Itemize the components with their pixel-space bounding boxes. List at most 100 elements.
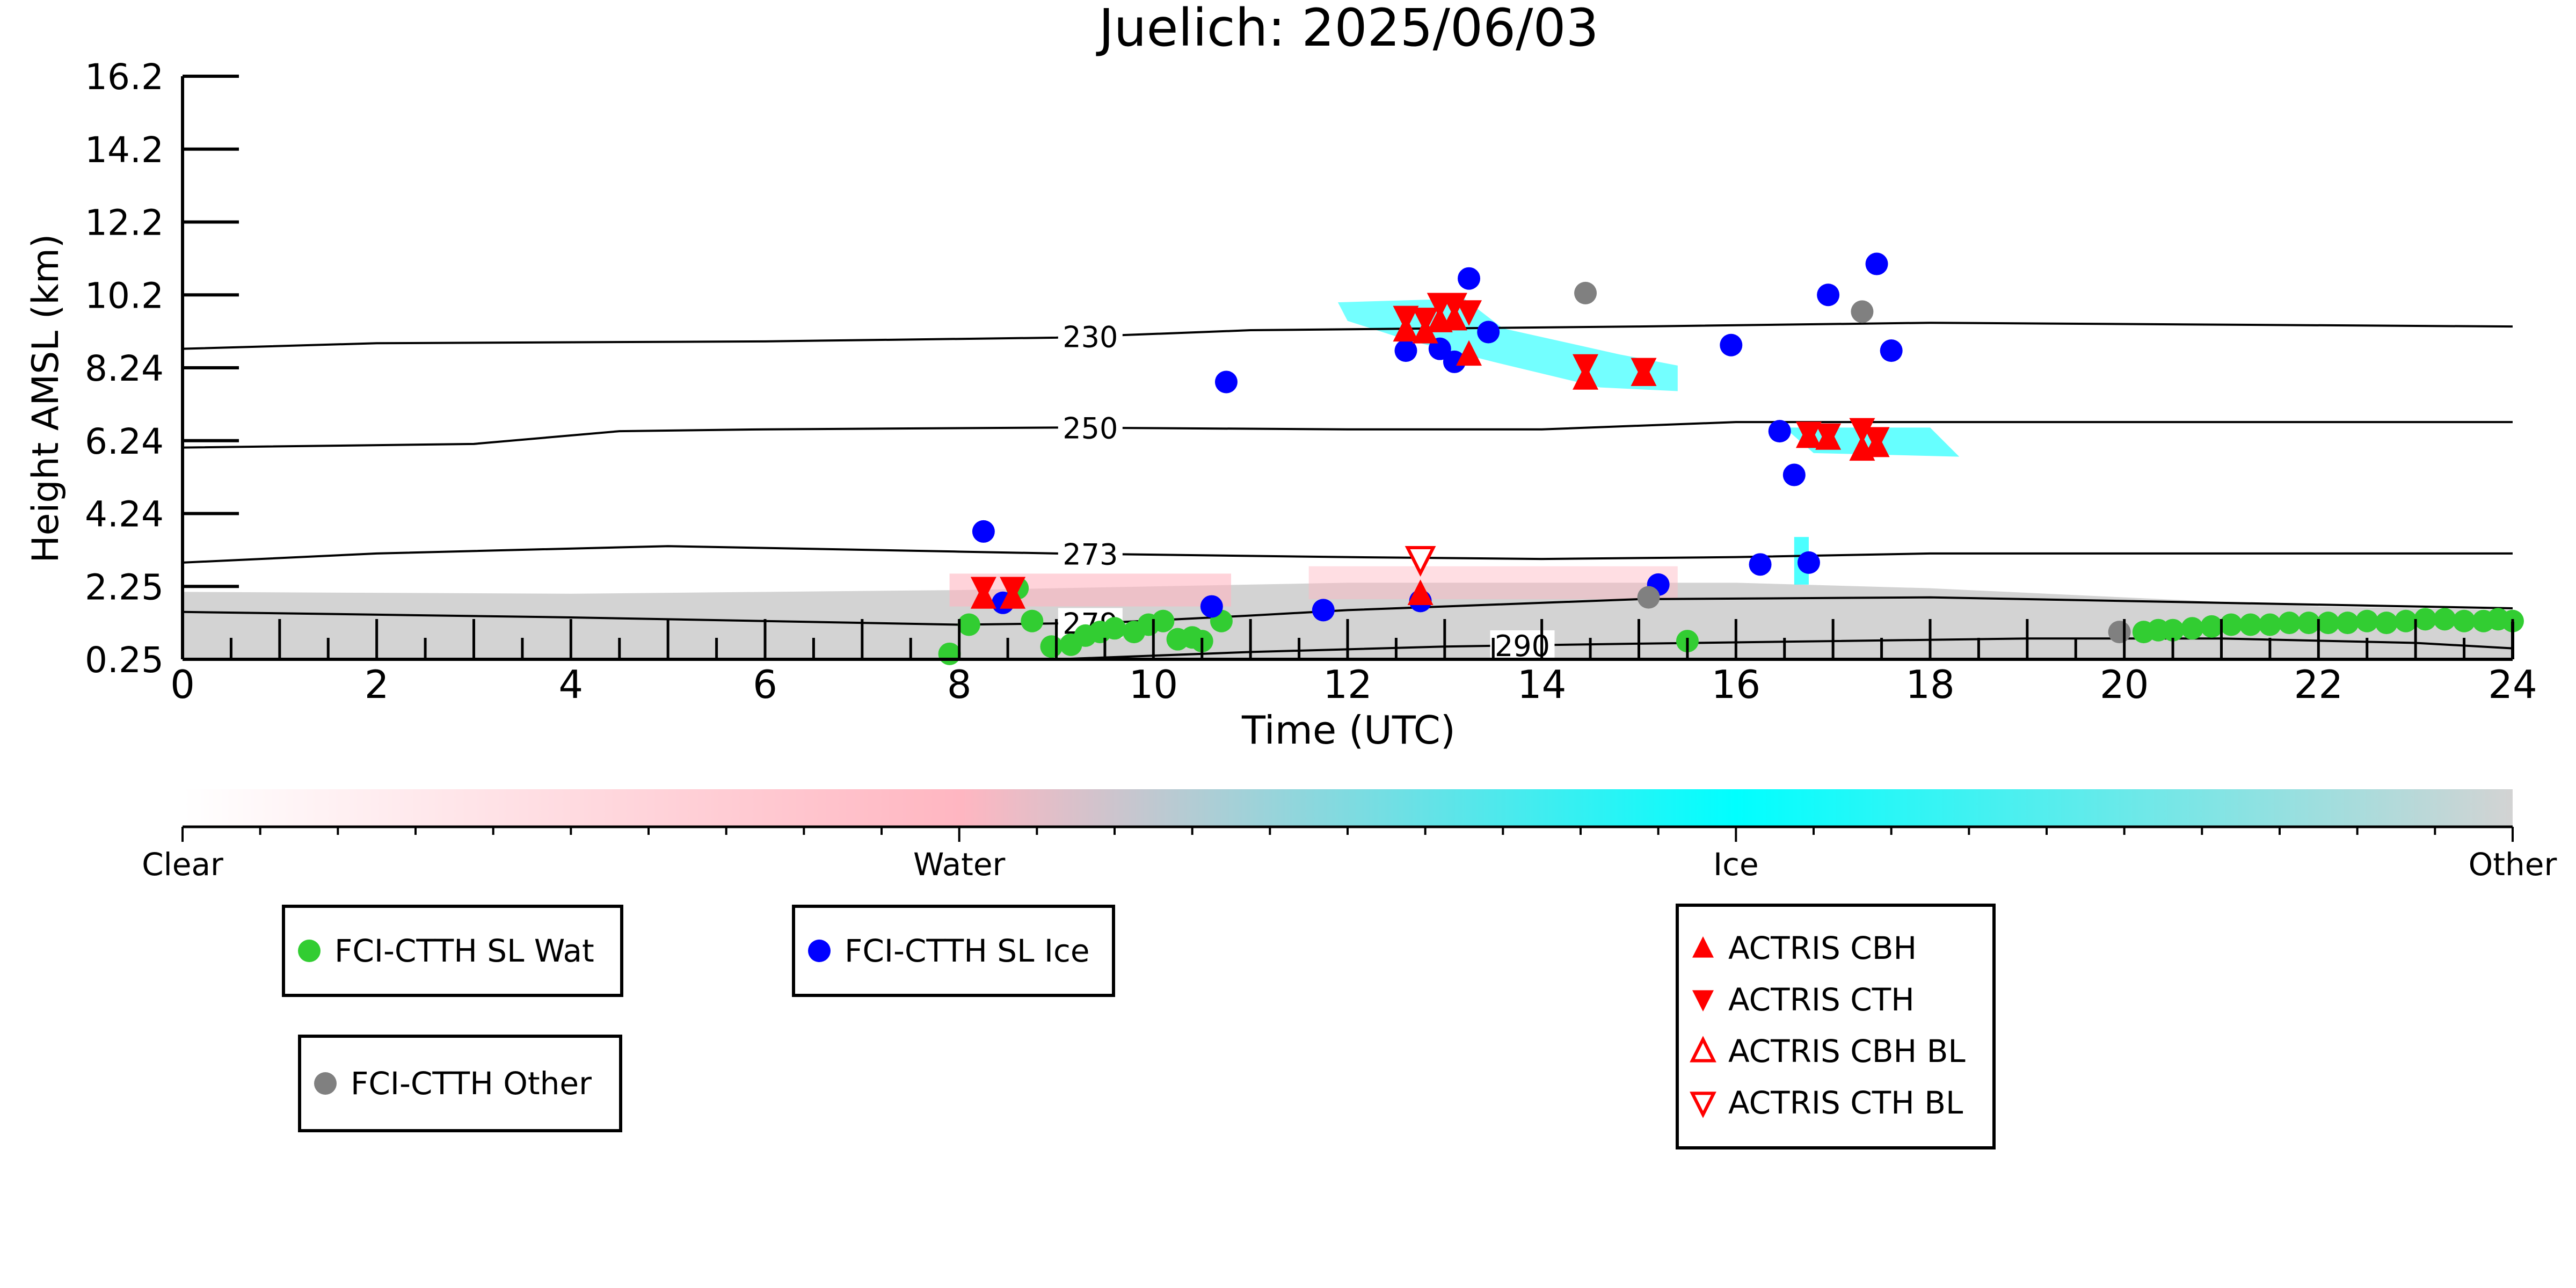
colorbar-label-clear: Clear (142, 846, 223, 883)
x-tick-label: 4 (558, 662, 583, 707)
legend-label-actris-cth-bl: ACTRIS CTH BL (1728, 1085, 1963, 1121)
contour-label-273: 273 (1063, 538, 1118, 572)
y-tick-label: 16.2 (85, 56, 164, 98)
point-fci-ctth-sl-wat (2220, 613, 2243, 636)
point-actris-cth (1864, 427, 1890, 453)
x-tick-label: 2 (365, 662, 389, 707)
legend-label-fci-ctth-sl-wat: FCI-CTTH SL Wat (334, 933, 594, 969)
contour-line-230 (182, 322, 2513, 350)
point-fci-ctth-sl-ice (1880, 339, 1903, 362)
colorbar-label-ice: Ice (1713, 846, 1759, 883)
x-axis-label: Time (UTC) (1241, 708, 1456, 753)
point-fci-ctth-sl-wat (1152, 609, 1175, 632)
contour-label-bg (1058, 321, 1123, 352)
contour-line-250 (182, 421, 2513, 449)
legend-label-actris-cbh: ACTRIS CBH (1728, 930, 1917, 966)
legend-box (1676, 904, 1996, 1149)
x-tick-label: 8 (947, 662, 972, 707)
point-actris-cth (1631, 358, 1657, 384)
point-fci-ctth-sl-ice (1768, 420, 1791, 443)
point-fci-ctth-sl-wat (2317, 612, 2340, 635)
legend-label-actris-cth: ACTRIS CTH (1728, 981, 1915, 1018)
point-fci-ctth-sl-wat (2395, 609, 2418, 632)
y-tick-label: 4.24 (85, 494, 164, 535)
x-tick-label: 12 (1323, 662, 1372, 707)
colorbar-label-water: Water (913, 846, 1006, 883)
point-fci-ctth-sl-ice (1477, 321, 1500, 344)
point-fci-ctth-sl-ice (1720, 333, 1743, 356)
point-fci-ctth-sl-wat (2414, 608, 2437, 631)
y-tick-label: 6.24 (85, 421, 164, 462)
point-actris-cth (1573, 354, 1599, 380)
point-actris-cbh (1456, 340, 1482, 366)
point-fci-ctth-sl-wat (2239, 613, 2262, 636)
point-fci-ctth-sl-wat (2258, 613, 2281, 636)
point-fci-ctth-sl-ice (1797, 551, 1820, 574)
legend-marker-actris-cth-bl (1690, 1091, 1716, 1118)
point-fci-ctth-sl-wat (2278, 612, 2301, 635)
point-fci-ctth-sl-ice (1394, 339, 1417, 362)
y-tick-label: 0.25 (85, 639, 164, 681)
point-actris-cth-bl (1405, 545, 1436, 577)
y-tick-label: 10.2 (85, 275, 164, 316)
contour-label-bg (1490, 630, 1555, 661)
chart-title: Juelich: 2025/06/03 (1096, 0, 1598, 58)
point-actris-cbh (1407, 579, 1433, 605)
point-actris-cth (1815, 423, 1842, 449)
water-cloud-region (1308, 566, 1678, 600)
point-fci-ctth-sl-wat (2336, 612, 2359, 635)
point-fci-ctth-sl-ice (1200, 595, 1223, 618)
point-fci-ctth-sl-wat (2453, 609, 2476, 632)
colorbar-gradient (183, 789, 2513, 827)
point-actris-cth (1000, 577, 1026, 603)
data-points (938, 252, 2524, 665)
ice-cloud-upper (1337, 299, 1678, 391)
point-actris-cth (970, 577, 996, 603)
point-fci-ctth-other (1574, 281, 1597, 304)
legend-marker-actris-cth (1692, 990, 1714, 1012)
point-fci-ctth-sl-ice (1443, 350, 1466, 373)
point-fci-ctth-sl-ice (1865, 252, 1888, 275)
x-tick-label: 10 (1129, 662, 1178, 707)
other-layer-high (183, 583, 2513, 614)
contour-label-bg (1058, 539, 1123, 569)
y-tick-label: 8.24 (85, 348, 164, 389)
legend-box (792, 905, 1115, 997)
point-fci-ctth-sl-ice (1817, 283, 1840, 307)
contour-label-230: 230 (1063, 320, 1118, 354)
legend-label-fci-ctth-sl-ice: FCI-CTTH SL Ice (845, 933, 1090, 969)
legend-label-actris-cbh-bl: ACTRIS CBH BL (1728, 1033, 1966, 1069)
point-fci-ctth-sl-ice (972, 520, 995, 543)
point-actris-cth (1849, 418, 1875, 444)
x-tick-label: 24 (2488, 662, 2537, 707)
point-fci-ctth-other (2108, 621, 2131, 644)
point-fci-ctth-sl-ice (1782, 463, 1806, 486)
point-fci-ctth-sl-wat (1040, 635, 1063, 658)
legend-box (282, 905, 623, 997)
x-tick-label: 14 (1517, 662, 1567, 707)
point-actris-cth (1441, 293, 1467, 318)
point-fci-ctth-sl-ice (1458, 267, 1481, 290)
point-fci-ctth-sl-wat (2297, 612, 2320, 635)
x-tick-label: 6 (753, 662, 777, 707)
point-fci-ctth-sl-wat (2433, 608, 2456, 631)
point-fci-ctth-sl-wat (1103, 617, 1126, 640)
legend-marker-actris-cbh (1692, 936, 1714, 958)
point-fci-ctth-sl-ice (1214, 370, 1238, 394)
contour-label-250: 250 (1063, 412, 1118, 446)
contour-line-273 (182, 545, 2513, 564)
legend-marker-actris-cbh-bl (1690, 1036, 1716, 1063)
x-tick-label: 0 (170, 662, 195, 707)
point-actris-cth (1393, 305, 1419, 332)
colorbar-label-other: Other (2469, 846, 2557, 883)
point-fci-ctth-sl-wat (2162, 618, 2185, 642)
y-tick-label: 2.25 (85, 566, 164, 608)
legend-marker-fci-ctth-sl-wat (298, 940, 321, 962)
point-fci-ctth-sl-ice (1312, 599, 1335, 622)
contour-label-bg (1058, 412, 1123, 443)
point-fci-ctth-other (1637, 586, 1660, 609)
point-fci-ctth-sl-ice (1749, 553, 1772, 576)
cloud-classification-curtain (183, 299, 2513, 659)
